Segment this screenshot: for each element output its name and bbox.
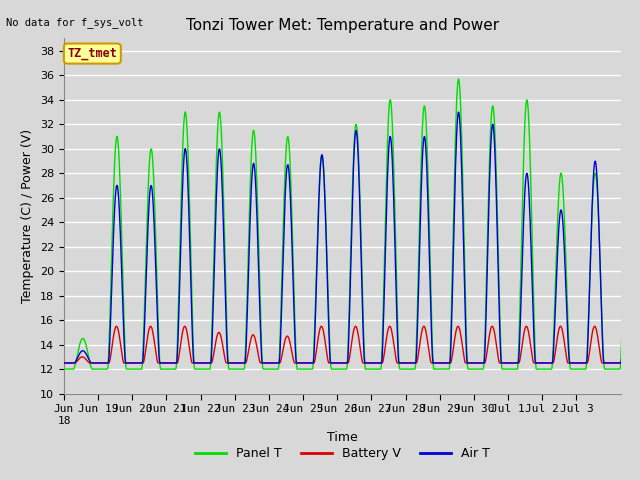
Text: No data for f_sys_volt: No data for f_sys_volt (6, 17, 144, 28)
Legend: Panel T, Battery V, Air T: Panel T, Battery V, Air T (190, 443, 495, 466)
X-axis label: Time: Time (327, 431, 358, 444)
Text: TZ_tmet: TZ_tmet (67, 47, 117, 60)
Y-axis label: Temperature (C) / Power (V): Temperature (C) / Power (V) (22, 129, 35, 303)
Title: Tonzi Tower Met: Temperature and Power: Tonzi Tower Met: Temperature and Power (186, 18, 499, 33)
